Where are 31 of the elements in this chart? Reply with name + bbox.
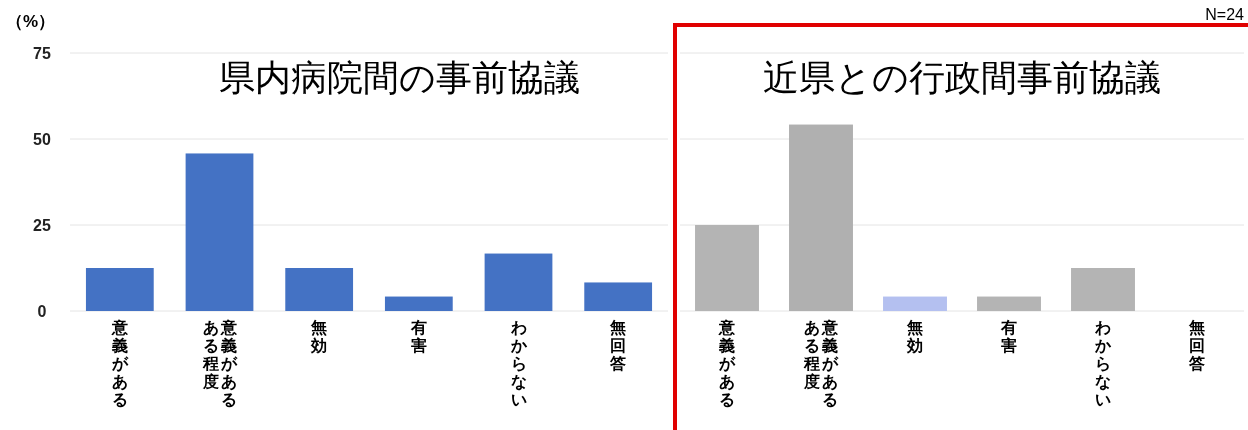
chart-title: 県内病院間の事前協議 <box>218 57 580 98</box>
bar <box>85 268 154 311</box>
x-tick-label: 無効 <box>906 319 923 354</box>
x-tick-label: 意義がある <box>718 319 736 408</box>
x-tick-label: 無効 <box>310 319 328 354</box>
bar <box>883 296 947 311</box>
category-label: ある程度意義がある <box>202 319 237 408</box>
bar <box>384 296 453 311</box>
y-axis-title: （%） <box>6 12 56 31</box>
x-tick-label: 有害 <box>409 319 427 354</box>
x-tick-label: わからない <box>509 319 528 408</box>
y-tick-label: 75 <box>33 45 51 62</box>
category-label: ある程度意義がある <box>804 319 838 408</box>
y-tick-label: 25 <box>33 217 51 234</box>
y-tick-label: 50 <box>33 131 51 148</box>
bar <box>584 282 653 311</box>
bar <box>484 253 553 311</box>
bar <box>285 268 354 311</box>
x-tick-label: 無回答 <box>609 319 627 372</box>
bar <box>789 124 853 311</box>
y-tick-label: 0 <box>37 303 47 320</box>
x-tick-label: 有害 <box>1000 319 1017 354</box>
x-tick-label: 意義がある <box>110 319 129 408</box>
bar <box>695 225 759 311</box>
x-tick-label: 無回答 <box>1188 319 1205 372</box>
chart-title: 近県との行政間事前協議 <box>763 57 1161 98</box>
bar <box>1071 268 1135 311</box>
text: N=24 <box>1205 6 1245 23</box>
bar <box>977 296 1041 311</box>
bar <box>185 153 254 311</box>
x-tick-label: わからない <box>1094 319 1112 408</box>
